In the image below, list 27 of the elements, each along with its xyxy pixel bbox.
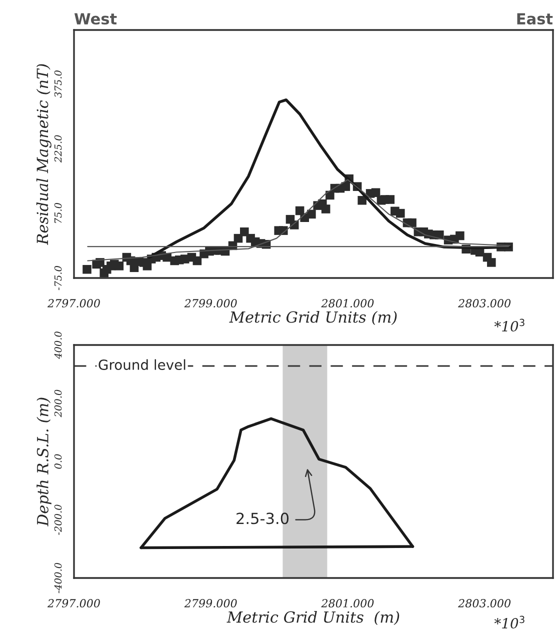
x-tick-label: 2797.000 [47,299,100,308]
x-tick-label: 2797.000 [47,599,100,608]
x-tick-label: 2801.000 [321,299,374,308]
x-tick-label: 2801.000 [321,599,374,608]
y-tick-label: 0.0 [54,454,62,469]
y-tick-label: 400.0 [54,332,62,359]
text: *10$^{3}$ [494,318,524,332]
y-axis-title: Residual Magnetic (nT) [36,64,52,246]
y-tick-label: 200.0 [54,390,62,418]
annotation: 2.5-3.0 [236,512,289,524]
text: West [74,13,117,25]
y-tick-label: 75.0 [54,202,62,223]
y-tick-label: -200.0 [54,504,62,535]
text: *10$^{3}$ [494,616,524,629]
y-tick-label: 375.0 [54,70,62,98]
ref-line-label: Ground level [98,359,186,370]
y-tick-label: 225.0 [54,135,62,163]
y-axis-title: Depth R.S.L. (m) [36,398,52,526]
x-tick-label: 2803.000 [458,299,511,308]
x-axis-title: Metric Grid Units (m) [226,610,400,625]
x-tick-label: 2799.000 [184,299,237,308]
x-axis-title: Metric Grid Units (m) [229,310,397,325]
x-tick-label: 2799.000 [184,599,237,608]
text: East [517,13,553,25]
y-tick-label: -75.0 [54,266,62,290]
y-tick-label: -400.0 [54,562,62,594]
x-tick-label: 2803.000 [458,599,511,608]
